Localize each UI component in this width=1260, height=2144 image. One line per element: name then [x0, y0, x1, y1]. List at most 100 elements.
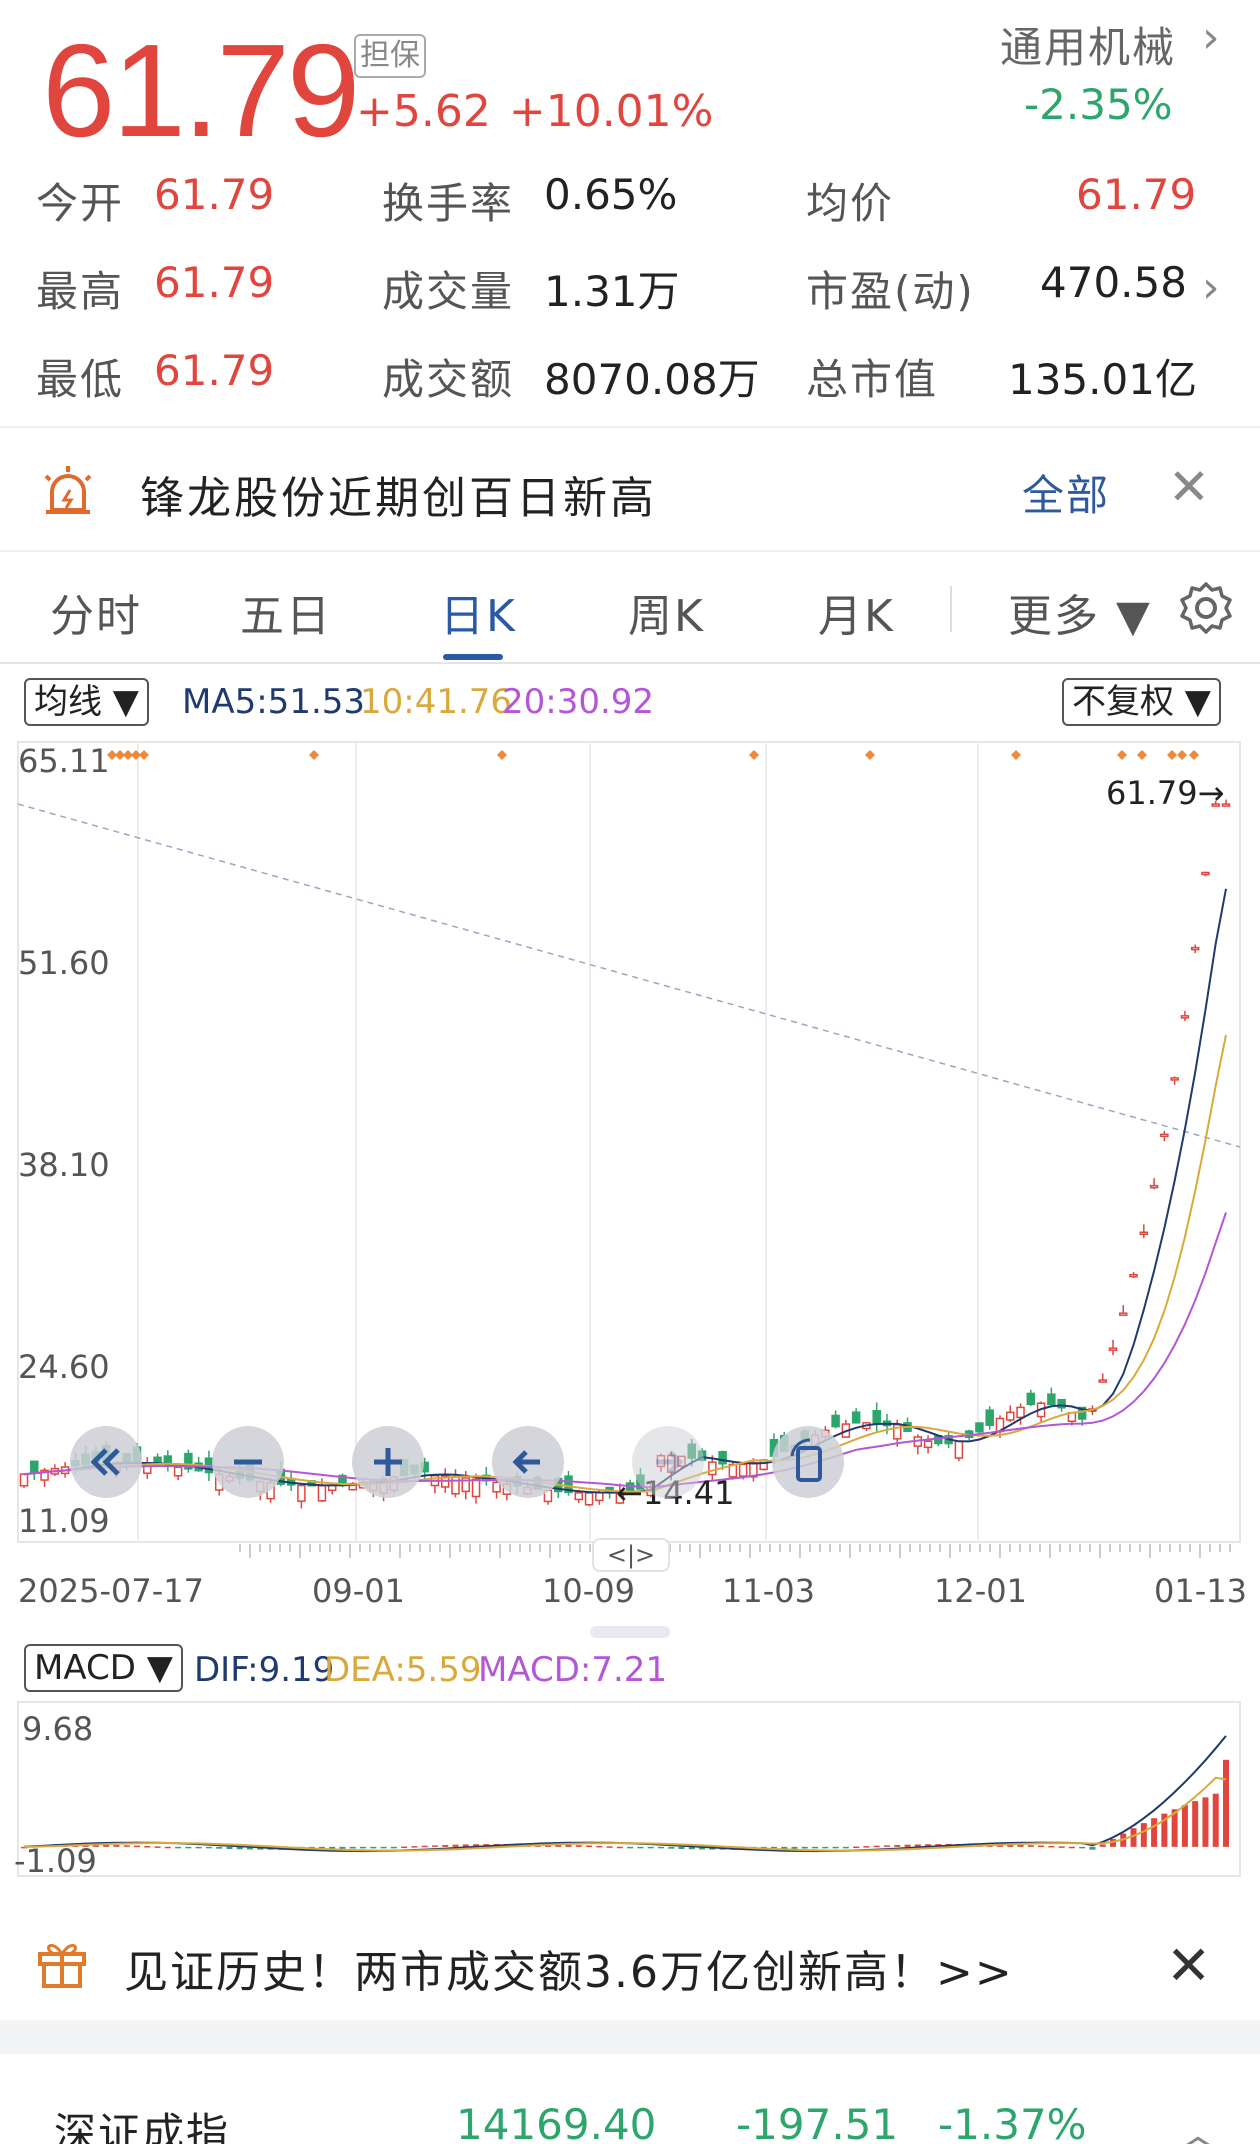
candle-body	[985, 1409, 994, 1426]
candle-body	[1139, 1231, 1149, 1236]
macd-bar	[175, 1846, 182, 1849]
macd-y-tick: 9.68	[22, 1710, 94, 1748]
active-tab-indicator	[443, 654, 503, 660]
tab-five-day[interactable]: 五日	[240, 591, 332, 642]
candle-body	[1077, 1406, 1087, 1420]
tab-more[interactable]: 更多 ▼	[1008, 591, 1152, 642]
candle-body	[461, 1477, 471, 1493]
tab-monthly-k[interactable]: 月K	[818, 591, 895, 642]
macd-bar	[349, 1846, 356, 1849]
candle-body	[975, 1422, 984, 1433]
macd-chart[interactable]	[0, 1700, 1260, 1880]
close-icon[interactable]: ✕	[1166, 1934, 1212, 1997]
stat-value-pe: 470.58	[1040, 258, 1187, 307]
macd-bar	[226, 1846, 233, 1849]
scroll-left-button[interactable]	[492, 1426, 564, 1498]
macd-bar	[596, 1845, 603, 1848]
candle-body	[1006, 1411, 1015, 1421]
macd-bar	[616, 1846, 623, 1849]
macd-bar	[565, 1844, 572, 1847]
sector-link[interactable]: 通用机械	[1000, 23, 1177, 72]
macd-bar	[812, 1846, 819, 1849]
index-name[interactable]: 深证成指	[54, 2109, 231, 2144]
rewind-button[interactable]	[70, 1426, 142, 1498]
stat-label-volume: 成交量	[382, 267, 515, 316]
macd-bar	[123, 1845, 130, 1847]
plus-icon	[374, 1448, 402, 1476]
change-percent: +10.01%	[508, 86, 714, 137]
tab-daily-k[interactable]: 日K	[440, 591, 517, 642]
macd-bar	[781, 1846, 788, 1850]
arrow-right-icon	[656, 1450, 684, 1474]
ma5-line	[23, 888, 1227, 1494]
macd-bar	[914, 1844, 921, 1847]
macd-bar	[647, 1846, 654, 1849]
stat-value-volume: 1.31万	[544, 267, 680, 316]
candle-body	[738, 1463, 748, 1477]
sector-change: -2.35%	[1024, 80, 1173, 129]
macd-bar	[360, 1846, 367, 1849]
chevron-up-icon[interactable]: ︿	[1176, 2109, 1220, 2144]
macd-selector[interactable]: MACD ▼	[24, 1644, 183, 1692]
tab-intraday[interactable]: 分时	[50, 591, 142, 642]
zoom-in-button[interactable]	[352, 1426, 424, 1498]
stat-value-high: 61.79	[154, 258, 275, 307]
macd-bar	[575, 1845, 582, 1847]
double-chevron-left-icon	[90, 1448, 120, 1476]
divider	[0, 550, 1260, 552]
macd-bar	[236, 1846, 243, 1850]
panel-resize-handle[interactable]	[590, 1626, 670, 1638]
stat-value-open: 61.79	[154, 170, 275, 219]
macd-bar	[452, 1844, 459, 1847]
macd-bar	[822, 1846, 829, 1849]
macd-bar	[390, 1846, 397, 1849]
news-headline[interactable]: 锋龙股份近期创百日新高	[140, 473, 657, 524]
ma-selector[interactable]: 均线 ▼	[24, 678, 149, 726]
ma10-line	[23, 1034, 1227, 1493]
change-amount: +5.62	[356, 86, 491, 137]
macd-bar	[1099, 1844, 1106, 1847]
y-tick-label: 65.11	[18, 742, 110, 780]
candle-body	[1180, 1015, 1190, 1019]
macd-bar	[873, 1845, 880, 1848]
macd-bar	[904, 1844, 911, 1847]
candle-body	[831, 1414, 840, 1428]
gear-icon[interactable]	[1178, 578, 1234, 638]
section-gap	[0, 2020, 1260, 2054]
candle-body	[1108, 1347, 1118, 1351]
chevron-right-icon[interactable]: ›	[1202, 262, 1220, 313]
stat-label-high: 最高	[36, 267, 125, 316]
close-icon[interactable]: ✕	[1168, 458, 1210, 516]
macd-bar	[1089, 1846, 1096, 1850]
y-tick-label: 24.60	[18, 1348, 110, 1386]
macd-bar	[1058, 1846, 1065, 1848]
divider	[950, 586, 952, 632]
rotate-button[interactable]	[772, 1426, 844, 1498]
candle-body	[851, 1411, 861, 1424]
banner-text[interactable]: 见证历史！两市成交额3.6万亿创新高！>>	[124, 1947, 1014, 1998]
divider	[0, 662, 1260, 664]
event-marker	[1137, 750, 1147, 760]
news-all-link[interactable]: 全部	[1022, 471, 1111, 520]
zoom-out-button[interactable]	[212, 1426, 284, 1498]
candle-body	[595, 1492, 604, 1502]
kline-chart[interactable]	[0, 736, 1260, 1566]
candle-body	[1026, 1392, 1036, 1406]
chevron-right-icon[interactable]: ›	[1202, 12, 1220, 63]
tab-weekly-k[interactable]: 周K	[628, 591, 705, 642]
macd-bar	[370, 1846, 377, 1849]
candle-body	[1047, 1393, 1056, 1406]
adjust-selector[interactable]: 不复权 ▼	[1062, 678, 1221, 726]
macd-bar	[668, 1846, 675, 1849]
macd-bar	[113, 1845, 120, 1847]
macd-bar	[791, 1846, 798, 1849]
x-tick-label: 01-13	[1154, 1572, 1247, 1610]
drag-handle[interactable]: <|>	[592, 1538, 670, 1572]
x-tick-label: 09-01	[312, 1572, 405, 1610]
x-tick-label: 12-01	[934, 1572, 1027, 1610]
macd-bar	[462, 1844, 469, 1847]
scroll-right-button[interactable]	[632, 1426, 704, 1498]
promo-banner[interactable]	[0, 1898, 1260, 2018]
candle-body	[30, 1460, 39, 1473]
macd-bar	[411, 1846, 418, 1848]
